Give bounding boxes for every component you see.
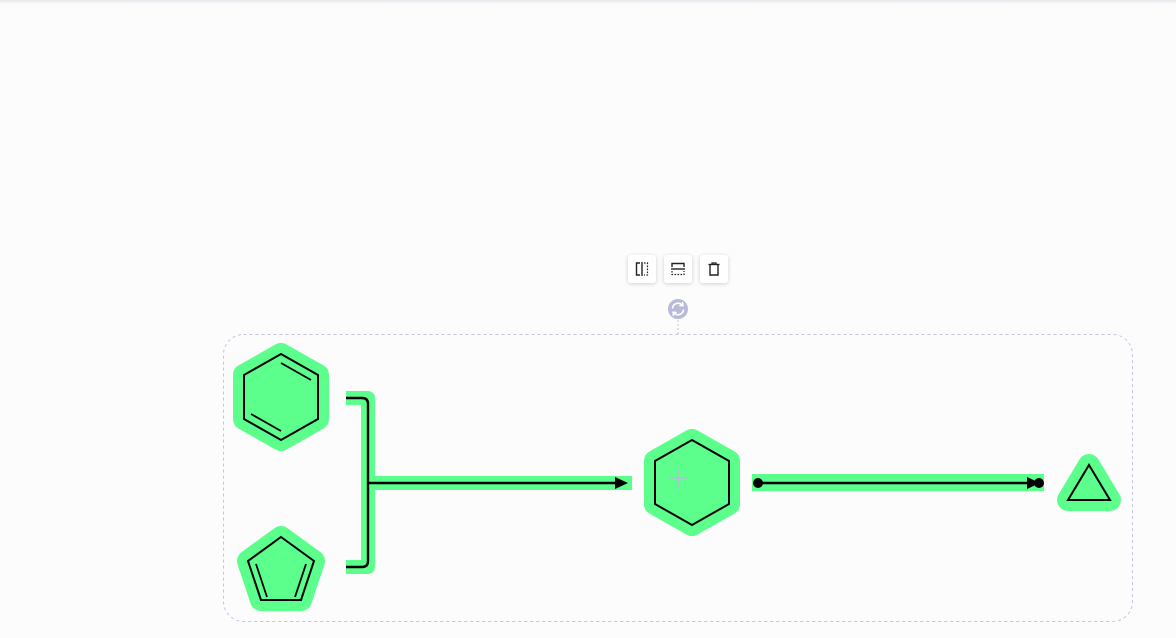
flip-horizontal-button[interactable]	[628, 255, 656, 283]
top-edge-shadow	[0, 0, 1176, 4]
flip-vertical-icon	[671, 262, 685, 276]
cyclohexane-structure[interactable]	[644, 429, 740, 536]
selection-frame	[223, 334, 1133, 622]
cyclopentadiene-structure[interactable]	[237, 526, 325, 611]
delete-button[interactable]	[700, 255, 728, 283]
multi-tail-arrow[interactable]	[346, 391, 632, 574]
selection-toolbar	[628, 255, 728, 283]
reaction-arrow[interactable]	[752, 474, 1044, 491]
rotate-icon[interactable]	[668, 299, 688, 319]
flip-vertical-button[interactable]	[664, 255, 692, 283]
benzene-structure[interactable]	[233, 343, 329, 451]
flip-horizontal-icon	[635, 262, 649, 276]
plus-icon	[669, 469, 687, 487]
trash-icon	[708, 262, 720, 276]
cyclopropane-structure[interactable]	[1057, 454, 1121, 511]
